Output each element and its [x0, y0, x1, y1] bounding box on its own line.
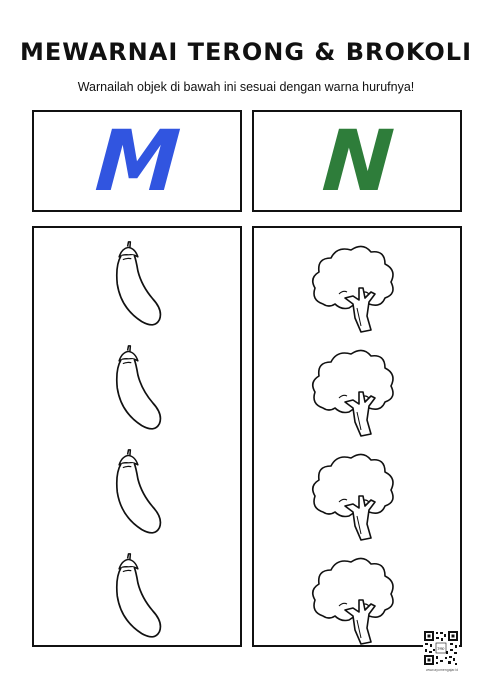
eggplant-icon: [106, 548, 166, 644]
instruction-text: Warnailah objek di bawah ini sesuai deng…: [0, 80, 492, 94]
eggplant-icon: [106, 444, 166, 540]
broccoli-column: [252, 226, 462, 647]
eggplant-icon: [106, 340, 166, 436]
eggplant-icon: [106, 236, 166, 332]
broccoli-icon: [309, 550, 399, 646]
broccoli-icon: [309, 446, 399, 542]
broccoli-icon: [309, 238, 399, 334]
credit-text: www.ayomengajar.id: [418, 668, 466, 672]
qr-label: Siap: [438, 647, 445, 651]
letter-box-n: N: [252, 110, 462, 212]
letter-n: N: [320, 119, 394, 203]
letter-m: M: [93, 119, 180, 203]
qr-code-icon: Siap: [423, 630, 459, 666]
page-title: MEWARNAI TERONG & BROKOLI: [0, 38, 492, 66]
broccoli-icon: [309, 342, 399, 438]
letter-box-m: M: [32, 110, 242, 212]
eggplant-column: [32, 226, 242, 647]
